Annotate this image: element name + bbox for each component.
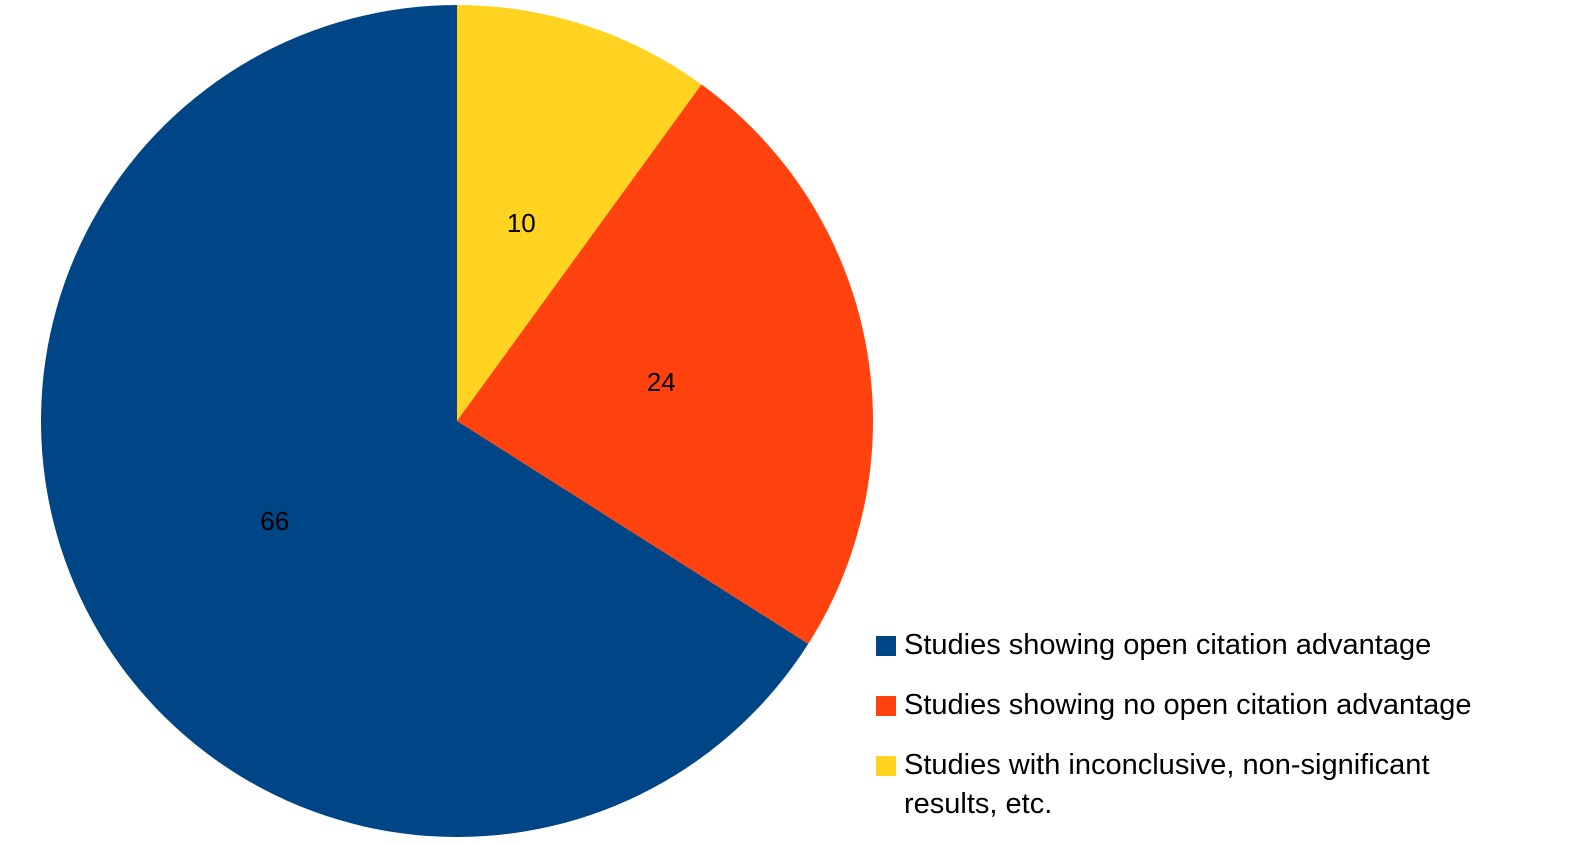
pie-data-label-66: 66 — [260, 506, 289, 536]
pie-slice-10-studies-with-inconclusive-non-signifi — [457, 5, 702, 421]
pie-data-label-24: 24 — [647, 367, 676, 397]
legend-swatch-inconclusive — [876, 756, 896, 776]
legend-label-inconclusive: Studies with inconclusive, non-significa… — [904, 749, 1430, 820]
pie-slice-24-studies-showing-no-open-citation-adva — [457, 84, 873, 644]
legend-item-inconclusive: Studies with inconclusive, non-significa… — [876, 746, 1576, 824]
pie-data-labels: 10 24 66 — [260, 208, 676, 536]
legend-label-no-advantage: Studies showing no open citation advanta… — [904, 689, 1472, 721]
legend-item-open-advantage: Studies showing open citation advantage — [876, 626, 1576, 665]
pie-slices — [40, 5, 873, 837]
pie-data-label-10: 10 — [507, 208, 536, 238]
pie-slice-66-studies-showing-open-citation-advanta — [40, 5, 809, 837]
chart-legend: Studies showing open citation advantage … — [876, 626, 1576, 845]
legend-label-open-advantage: Studies showing open citation advantage — [904, 629, 1432, 661]
legend-swatch-no-advantage — [876, 696, 896, 716]
legend-swatch-open-advantage — [876, 636, 896, 656]
legend-item-no-advantage: Studies showing no open citation advanta… — [876, 686, 1576, 725]
